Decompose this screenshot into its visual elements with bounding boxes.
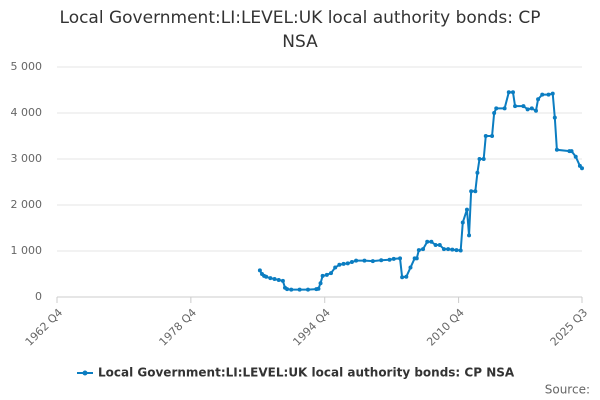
point [398,256,403,261]
point [257,268,262,273]
point [341,261,346,266]
y-tick-label: 5 000 [11,60,43,73]
y-tick-label: 4 000 [11,106,43,119]
point [387,257,392,262]
point [454,248,459,253]
point [552,115,557,120]
point [362,258,367,263]
point [345,261,350,266]
point [320,273,325,278]
point [400,275,405,280]
point [502,106,507,111]
line [259,91,583,291]
legend-label: Local Government:LI:LEVEL:UK local autho… [98,366,515,380]
y-tick-label: 1 000 [11,244,43,257]
point [481,157,486,161]
point [276,277,281,282]
point [297,287,302,292]
point [333,265,338,270]
point [573,154,578,159]
x-tick-label: 1962 Q4 [23,306,66,349]
point [546,92,551,97]
point [494,106,499,111]
point [529,106,534,111]
point [521,104,526,109]
point [324,272,329,277]
y-tick-label: 3 000 [11,152,43,165]
point [425,239,430,244]
point [441,247,446,252]
point [492,111,497,115]
y-tick-label: 2 000 [11,198,43,211]
point [446,247,451,252]
point [416,248,421,253]
source: Source: [545,383,590,397]
x-tick-label: 2025 Q3 [548,306,591,349]
point [305,287,310,292]
point [329,271,334,276]
point [569,149,574,154]
point [421,247,426,252]
point [477,157,482,161]
point [467,233,472,238]
chart-title: Local Government:LI:LEVEL:UK local autho… [59,8,541,52]
point [506,90,511,95]
point [370,259,375,264]
point [536,97,541,102]
point [429,239,434,244]
point [437,243,442,248]
point [525,107,530,112]
point [450,247,455,252]
point [580,166,584,171]
point [464,207,469,212]
point [460,220,465,225]
x-tick-label: 2010 Q4 [424,306,467,349]
point [337,262,342,267]
point [316,286,321,291]
point [473,189,478,194]
point [285,287,290,292]
point [414,256,419,261]
point [280,278,285,283]
point [513,104,518,109]
point [510,90,515,95]
point [404,274,409,279]
y-tick-label: 0 [35,290,42,303]
legend-marker [82,370,88,376]
point [458,248,463,253]
point [354,258,359,263]
point [268,276,273,281]
x-tick-label: 1994 Q4 [290,306,333,349]
point [533,108,538,113]
point [550,91,555,96]
x-tick-label: 1978 Q4 [157,306,200,349]
point [475,170,480,175]
point [408,265,413,270]
point [318,281,323,286]
point [483,134,488,138]
point [379,258,384,263]
point [554,147,559,152]
point [264,274,269,279]
point [433,243,438,248]
point [469,189,474,194]
point [272,277,277,282]
point [391,256,396,261]
point [490,134,495,138]
point [349,260,354,265]
point [289,287,294,292]
point [540,92,545,97]
